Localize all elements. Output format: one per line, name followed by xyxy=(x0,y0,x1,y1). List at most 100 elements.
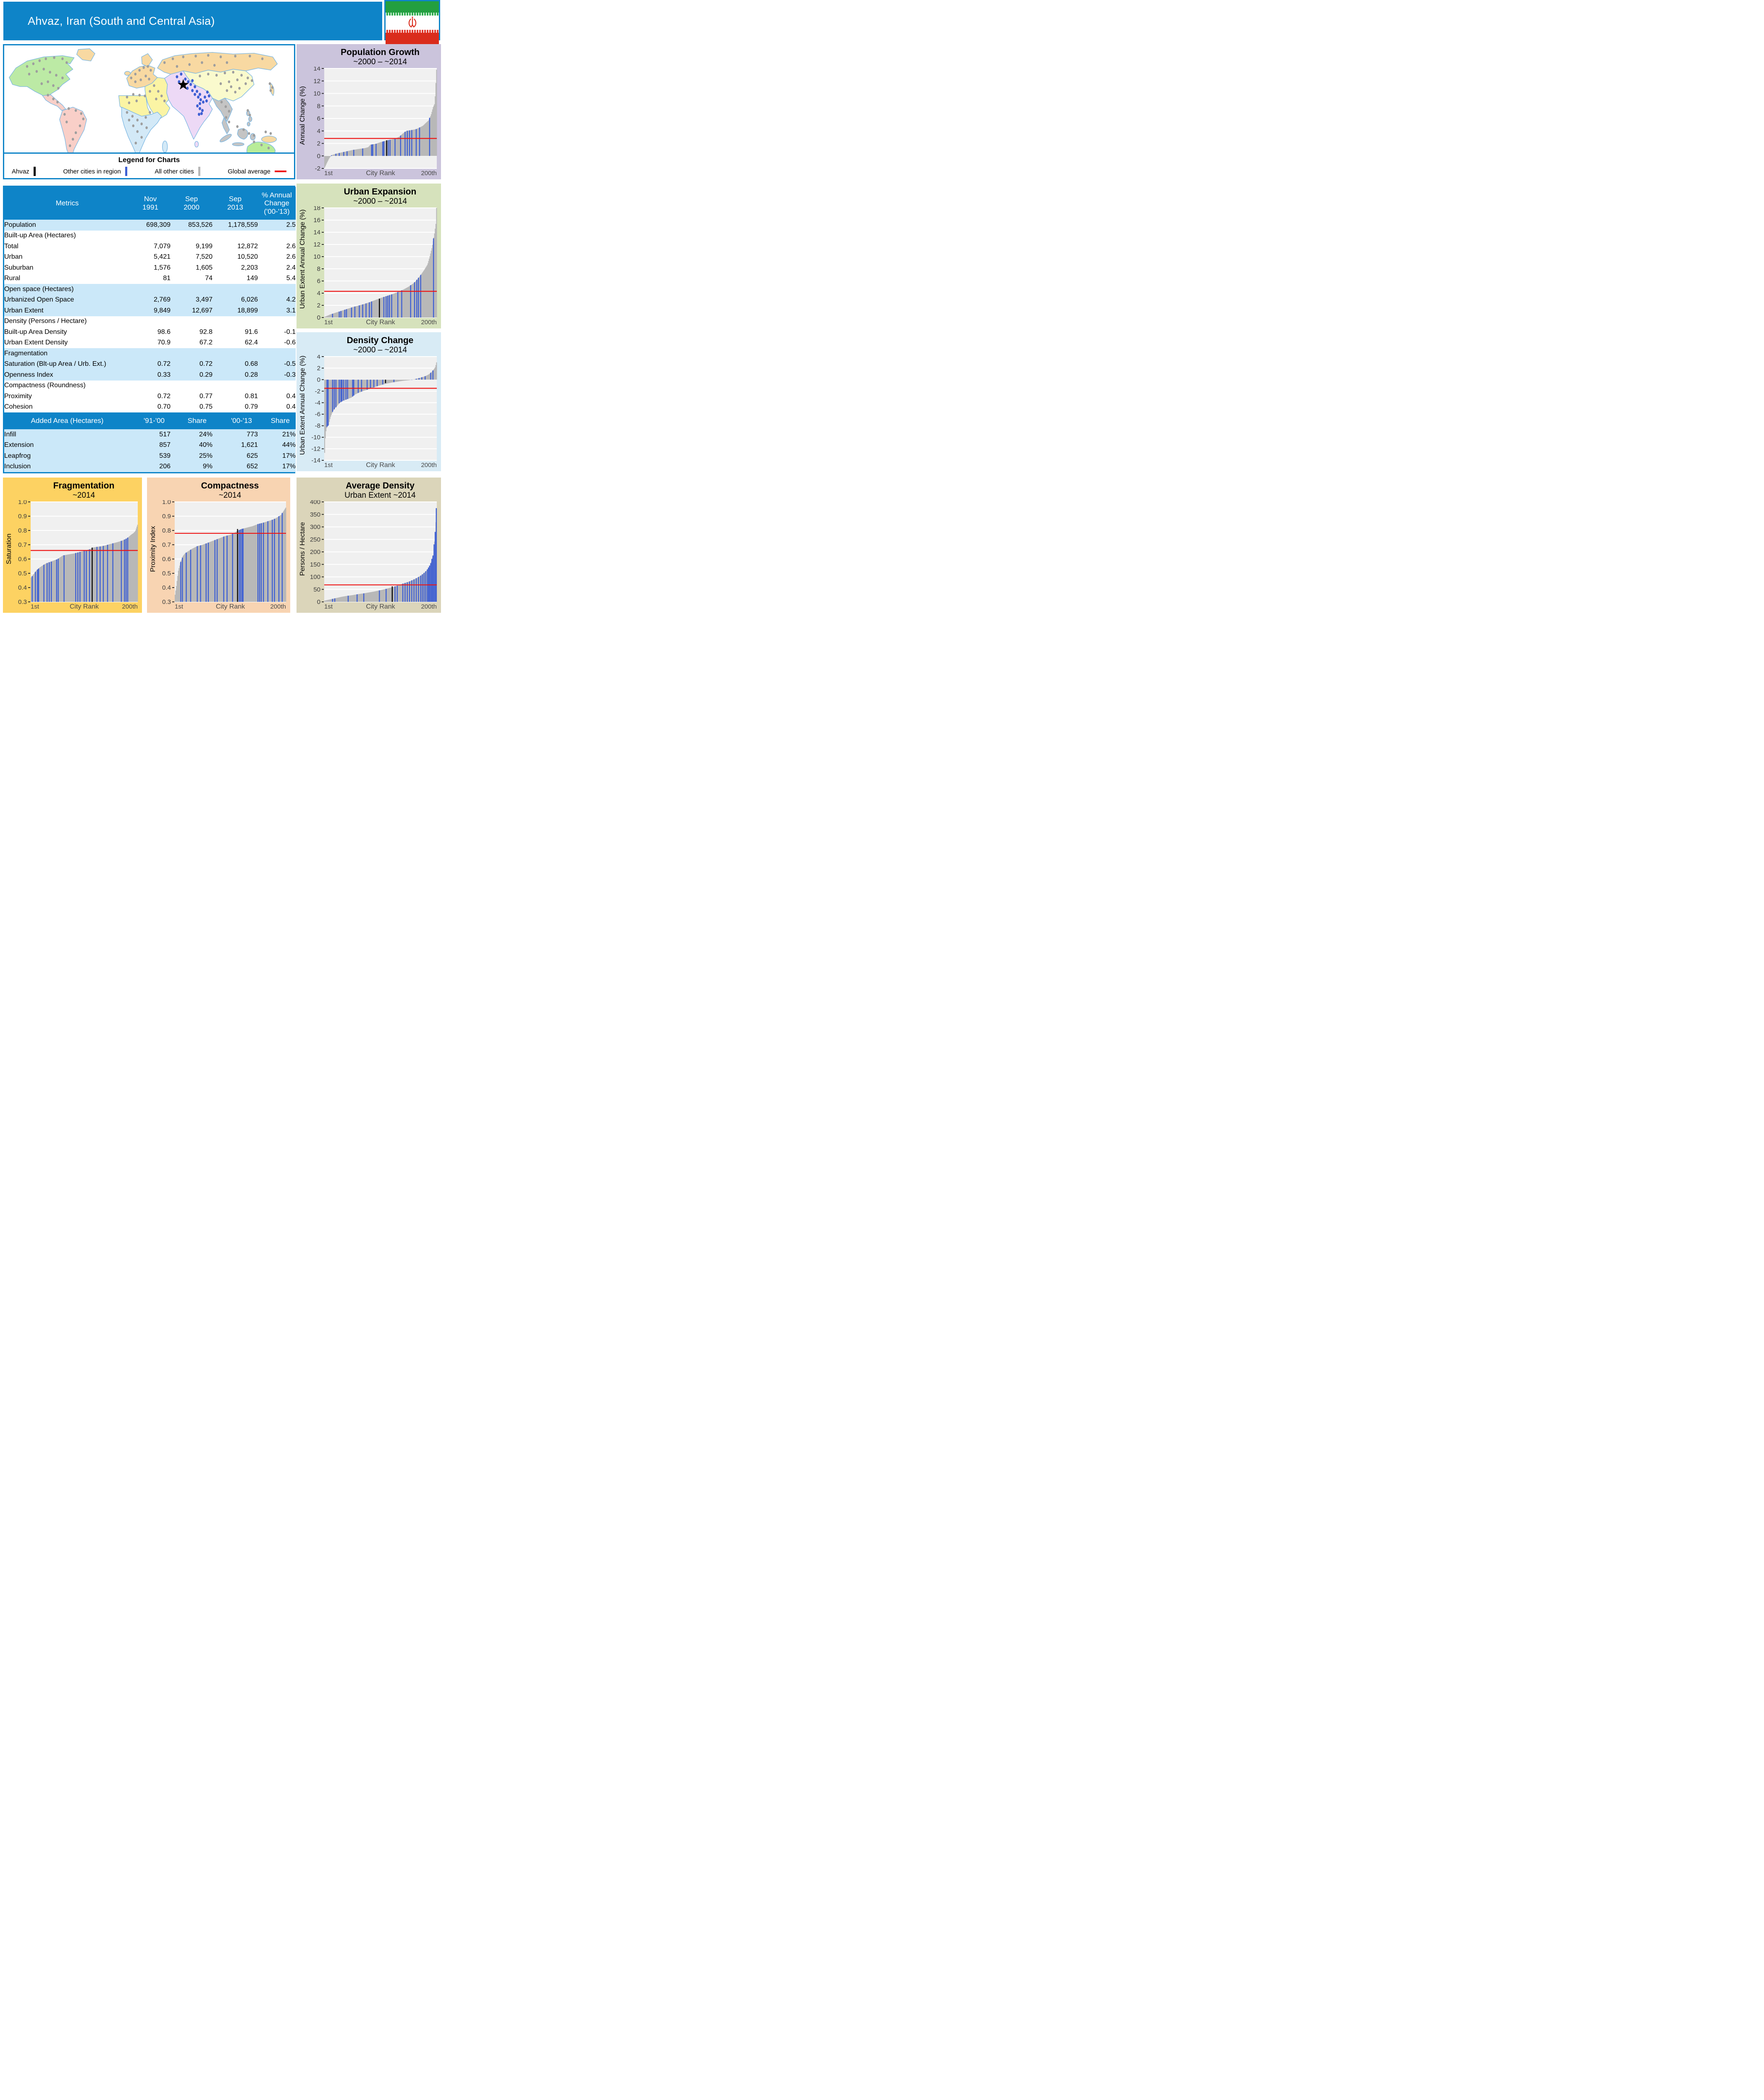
svg-text:12: 12 xyxy=(313,78,320,85)
table-cell xyxy=(171,381,213,391)
table-cell: 1,621 xyxy=(241,441,258,449)
table-row: Inclusion 206 9% 652 17% xyxy=(4,461,296,472)
svg-text:1st: 1st xyxy=(324,603,333,610)
svg-text:1st: 1st xyxy=(324,319,333,326)
chart-plot-area: 0 2 4 6 8 10 12 14 16 18 1st City Rank 200th xyxy=(307,206,438,327)
chart-subtitle: ~2014 xyxy=(72,491,95,500)
row-label: Cohesion xyxy=(4,403,33,411)
table-cell: 0.81 xyxy=(244,392,258,400)
row-label: Inclusion xyxy=(4,463,31,470)
table-cell: 74 xyxy=(205,275,213,282)
table-row: Urban 5,421 7,520 10,520 2.6 xyxy=(4,252,296,262)
table-row: Density (Persons / Hectare) xyxy=(4,316,296,327)
table-cell: 21% xyxy=(282,430,296,438)
table-cell: 625 xyxy=(247,452,258,459)
column-header: Sep 2000 xyxy=(171,187,213,220)
table-cell: 517 xyxy=(159,430,171,438)
svg-text:1st: 1st xyxy=(324,170,333,177)
table-row: Extension 857 40% 1,621 44% xyxy=(4,440,296,451)
table-cell xyxy=(171,348,213,359)
table-cell: 2.4 xyxy=(286,264,296,271)
row-label: Infill xyxy=(4,430,16,438)
table-row: Fragmentation xyxy=(4,348,296,359)
y-axis-label: Urban Extent Annual Change (%) xyxy=(299,209,306,309)
table-cell: 2.6 xyxy=(286,253,296,261)
table-row: Open space (Hectares) xyxy=(4,284,296,295)
column-header: Share xyxy=(171,412,213,429)
svg-text:10: 10 xyxy=(313,253,320,260)
svg-text:50: 50 xyxy=(313,586,320,593)
svg-text:200th: 200th xyxy=(421,319,437,326)
table-body: Population 698,309 853,526 1,178,559 2.5 Buil… xyxy=(4,220,296,472)
row-label: Urban xyxy=(4,253,23,261)
table-cell: 25% xyxy=(199,452,213,459)
page-title: Ahvaz, Iran (South and Central Asia) xyxy=(28,14,215,27)
column-header: '91-'00 xyxy=(130,412,171,429)
svg-text:8: 8 xyxy=(317,265,320,273)
table-cell: 853,526 xyxy=(188,221,213,228)
table-cell xyxy=(258,381,296,391)
svg-text:0.4: 0.4 xyxy=(18,584,27,591)
table-cell xyxy=(258,284,296,295)
world-map xyxy=(4,45,294,152)
row-label: Urban Extent Density xyxy=(4,339,68,346)
svg-text:200th: 200th xyxy=(421,170,437,177)
svg-text:16: 16 xyxy=(313,217,320,224)
table-cell: 70.9 xyxy=(157,339,171,346)
row-label: Urban Extent xyxy=(4,307,44,314)
region-city-dots xyxy=(176,72,210,116)
svg-text:0.8: 0.8 xyxy=(162,527,171,534)
svg-text:200: 200 xyxy=(310,549,320,556)
chart-title: Fragmentation xyxy=(53,481,115,491)
flag-takbir-band-bottom xyxy=(386,30,439,33)
table-cell: 17% xyxy=(282,452,296,459)
column-header: Sep 2013 xyxy=(213,187,258,220)
blue-bar-marker xyxy=(125,167,127,176)
iran-emblem-icon xyxy=(408,16,416,28)
table-cell: 0.79 xyxy=(244,403,258,411)
svg-text:200th: 200th xyxy=(421,603,437,610)
table-cell: 0.4 xyxy=(286,403,296,411)
table-cell: 2,203 xyxy=(241,264,258,271)
svg-text:14: 14 xyxy=(313,67,320,72)
table-cell xyxy=(258,231,296,242)
row-label: Leapfrog xyxy=(4,452,31,459)
svg-text:City Rank: City Rank xyxy=(216,603,245,610)
row-label: Population xyxy=(4,221,36,228)
table-cell: 0.29 xyxy=(199,371,213,378)
svg-text:-12: -12 xyxy=(311,446,320,453)
svg-text:4: 4 xyxy=(317,355,320,360)
legend-item-ahvaz: Ahvaz xyxy=(12,167,36,176)
table-cell xyxy=(130,284,171,295)
svg-text:14: 14 xyxy=(313,229,320,236)
table-row: Population 698,309 853,526 1,178,559 2.5 xyxy=(4,220,296,231)
legend-item-global-average: Global average xyxy=(228,168,286,175)
chart-subtitle: ~2000 – ~2014 xyxy=(353,346,407,354)
svg-text:City Rank: City Rank xyxy=(366,462,395,469)
svg-text:-4: -4 xyxy=(315,399,320,407)
svg-text:10: 10 xyxy=(313,90,320,97)
table-cell: 149 xyxy=(247,275,258,282)
table-cell: 91.6 xyxy=(244,328,258,336)
svg-text:0.7: 0.7 xyxy=(162,541,171,549)
svg-text:-2: -2 xyxy=(315,165,320,172)
table-cell: 5,421 xyxy=(153,253,171,261)
table-cell: 92.8 xyxy=(199,328,213,336)
svg-text:2: 2 xyxy=(317,302,320,309)
table-cell xyxy=(258,316,296,327)
flag-takbir-band-top xyxy=(386,13,439,16)
table-row: Saturation (Blt-up Area / Urb. Ext.) 0.72… xyxy=(4,359,296,370)
table-cell xyxy=(130,348,171,359)
table-row: Proximity 0.72 0.77 0.81 0.4 xyxy=(4,391,296,402)
svg-text:0.5: 0.5 xyxy=(162,570,171,577)
svg-text:18: 18 xyxy=(313,206,320,212)
svg-text:0.8: 0.8 xyxy=(18,527,27,534)
svg-text:-2: -2 xyxy=(315,388,320,395)
chart-legend: Legend for Charts Ahvaz Other cities in … xyxy=(4,152,294,178)
table-row: Total 7,079 9,199 12,872 2.6 xyxy=(4,241,296,252)
row-label: Built-up Area Density xyxy=(4,328,67,336)
table-header: Metrics Nov 1991 Sep 2000 Sep 2013% Annual … xyxy=(4,187,296,220)
svg-text:1.0: 1.0 xyxy=(162,500,171,506)
table-cell: 3.1 xyxy=(286,307,296,314)
table-cell: 0.70 xyxy=(157,403,171,411)
